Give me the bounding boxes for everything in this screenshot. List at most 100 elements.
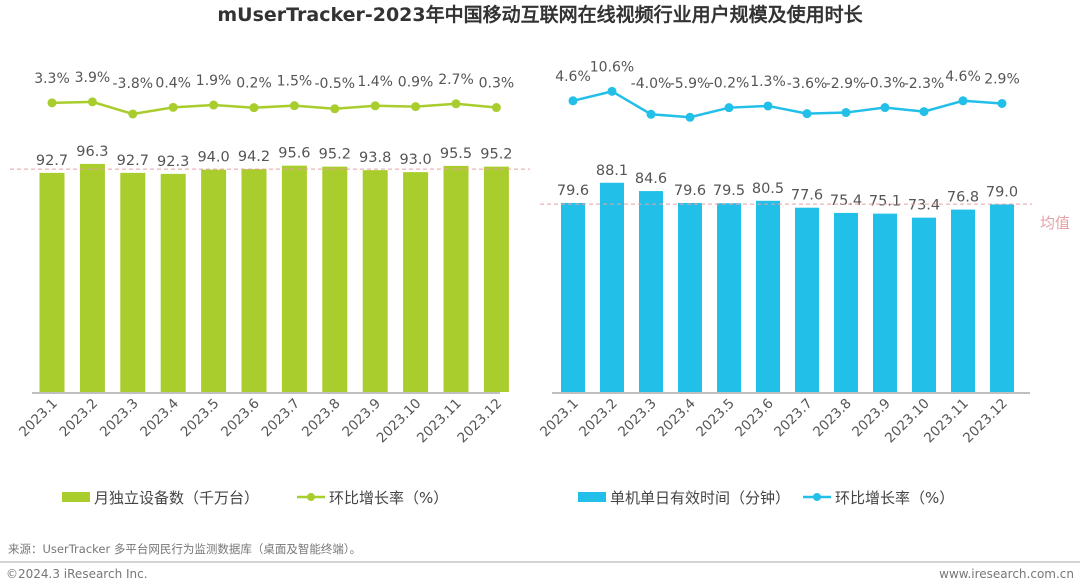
x-tick-label: 2023.1	[16, 396, 61, 441]
legend-bar-swatch	[578, 492, 606, 502]
growth-rate-point	[168, 102, 178, 112]
growth-rate-point	[958, 96, 968, 106]
bar	[281, 165, 307, 392]
bar	[483, 166, 509, 392]
bar	[795, 207, 819, 392]
bar-value-label: 94.2	[238, 149, 270, 165]
bar-value-label: 92.7	[117, 153, 149, 169]
website: www.iresearch.com.cn	[939, 567, 1074, 581]
growth-rate-point	[209, 100, 219, 110]
growth-rate-label: -0.5%	[314, 76, 355, 92]
growth-rate-point	[607, 86, 617, 96]
bar-value-label: 94.0	[197, 150, 229, 166]
bar	[561, 202, 585, 392]
growth-rate-label: 4.6%	[945, 69, 981, 85]
chart-title: mUserTracker-2023年中国移动互联网在线视频行业用户规模及使用时长	[217, 3, 863, 26]
bar	[362, 170, 388, 392]
bar-value-label: 84.6	[635, 171, 667, 187]
growth-rate-point	[47, 98, 57, 108]
growth-rate-point	[997, 98, 1007, 108]
bar	[201, 169, 227, 392]
growth-rate-point	[568, 96, 578, 106]
source-note: 来源：UserTracker 多平台网民行为监测数据库（桌面及智能终端）。	[8, 542, 361, 556]
bar	[873, 213, 897, 392]
x-tick-label: 2023.7	[771, 396, 816, 441]
bar	[639, 191, 663, 392]
growth-rate-point	[802, 109, 812, 119]
bar-value-label: 79.6	[557, 183, 589, 199]
growth-rate-point	[411, 102, 421, 112]
x-tick-label: 2023.6	[732, 396, 777, 441]
x-tick-label: 2023.3	[97, 396, 142, 441]
growth-rate-point	[646, 109, 656, 119]
bar	[756, 200, 780, 392]
growth-rate-point	[724, 103, 734, 113]
growth-rate-label: -3.6%	[787, 76, 828, 92]
growth-rate-label: -4.0%	[631, 76, 672, 92]
growth-rate-point	[763, 101, 773, 111]
growth-rate-label: 3.3%	[34, 71, 70, 87]
growth-rate-label: 3.9%	[75, 70, 111, 86]
x-tick-label: 2023.8	[810, 396, 855, 441]
growth-rate-label: 1.5%	[277, 74, 313, 90]
growth-rate-point	[491, 103, 501, 113]
growth-rate-point	[128, 109, 138, 119]
x-tick-label: 2023.1	[537, 396, 582, 441]
legend-line-label: 环比增长率（%）	[329, 489, 448, 507]
bar-value-label: 95.5	[440, 146, 472, 162]
bar-value-label: 76.8	[947, 190, 979, 206]
bar-value-label: 95.2	[480, 147, 512, 163]
growth-rate-label: -3.8%	[112, 76, 153, 92]
bar-value-label: 79.5	[713, 183, 745, 199]
growth-rate-point	[919, 107, 929, 117]
growth-rate-point	[249, 103, 259, 113]
growth-rate-label: -0.3%	[865, 76, 906, 92]
bar	[79, 163, 105, 392]
bar-value-label: 92.7	[36, 153, 68, 169]
x-tick-label: 2023.6	[218, 396, 263, 441]
bar-value-label: 80.5	[752, 181, 784, 197]
bar-value-label: 95.2	[319, 147, 351, 163]
bar	[834, 212, 858, 392]
growth-rate-label: -2.3%	[904, 76, 945, 92]
bar-value-label: 75.1	[869, 194, 901, 210]
growth-rate-point	[330, 104, 340, 114]
bar-value-label: 79.0	[986, 184, 1018, 200]
legend-line-marker	[813, 493, 821, 501]
growth-rate-label: 4.6%	[555, 69, 591, 85]
growth-rate-label: 10.6%	[590, 59, 634, 75]
growth-rate-label: 2.7%	[438, 72, 474, 88]
growth-rate-point	[370, 101, 380, 111]
growth-rate-label: 2.9%	[984, 71, 1020, 87]
bar-value-label: 96.3	[76, 144, 108, 160]
growth-rate-label: 1.9%	[196, 73, 232, 89]
bar	[241, 169, 267, 392]
growth-rate-line	[51, 100, 497, 116]
growth-rate-point	[685, 112, 695, 122]
x-tick-label: 2023.7	[259, 396, 304, 441]
legend-bar-label: 月独立设备数（千万台）	[94, 489, 259, 507]
x-tick-label: 2023.8	[299, 396, 344, 441]
bar	[912, 217, 936, 392]
bar	[678, 202, 702, 392]
growth-rate-label: 1.3%	[750, 74, 786, 90]
growth-rate-line	[572, 90, 1003, 119]
x-tick-label: 2023.4	[654, 396, 699, 441]
x-tick-label: 2023.5	[693, 396, 738, 441]
bar	[951, 209, 975, 392]
bar	[403, 172, 429, 392]
growth-rate-label: -2.9%	[826, 76, 867, 92]
bar	[600, 182, 624, 392]
legend-bar-label: 单机单日有效时间（分钟）	[610, 489, 790, 507]
bar-value-label: 95.6	[278, 146, 310, 162]
bar	[160, 173, 186, 392]
x-tick-label: 2023.2	[57, 396, 102, 441]
bar-value-label: 73.4	[908, 198, 940, 214]
growth-rate-point	[880, 103, 890, 113]
growth-rate-label: 0.2%	[236, 76, 272, 92]
growth-rate-label: 0.9%	[398, 75, 434, 91]
bar	[443, 165, 469, 392]
bar-value-label: 93.8	[359, 150, 391, 166]
growth-rate-label: 0.3%	[479, 76, 515, 92]
